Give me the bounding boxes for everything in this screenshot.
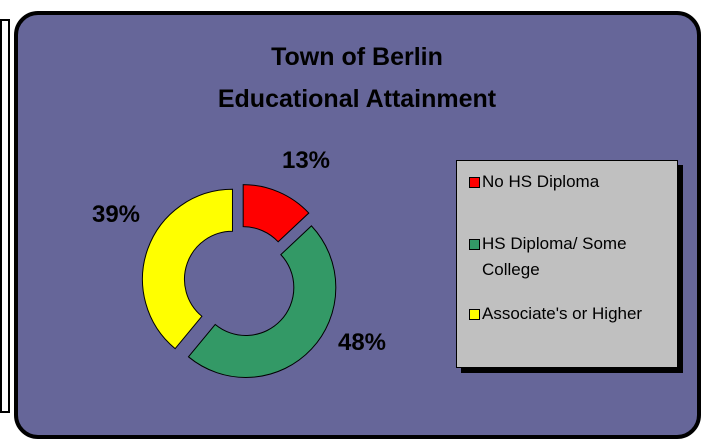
doughnut-segment [242,184,310,243]
legend-label: No HS Diploma [482,172,600,191]
side-panel [0,19,10,413]
legend-swatch [469,177,480,188]
doughnut-segment [187,225,337,378]
legend-item: No HS Diploma [469,169,674,195]
legend-swatch [469,239,480,250]
data-label: 13% [282,147,330,174]
chart-subtitle: Educational Attainment [218,85,497,113]
chart-title: Town of Berlin [271,43,443,71]
legend-item: Associate's or Higher [469,301,674,327]
legend-label: Associate's or Higher [482,304,643,323]
legend: No HS Diploma HS Diploma/ Some College Ass… [456,160,678,368]
legend-swatch [469,309,480,320]
data-label: 48% [338,329,386,356]
legend-item: HS Diploma/ Some College [469,231,674,283]
legend-label: HS Diploma/ Some College [482,234,627,279]
data-label: 39% [92,201,140,228]
doughnut-segment [141,188,233,350]
